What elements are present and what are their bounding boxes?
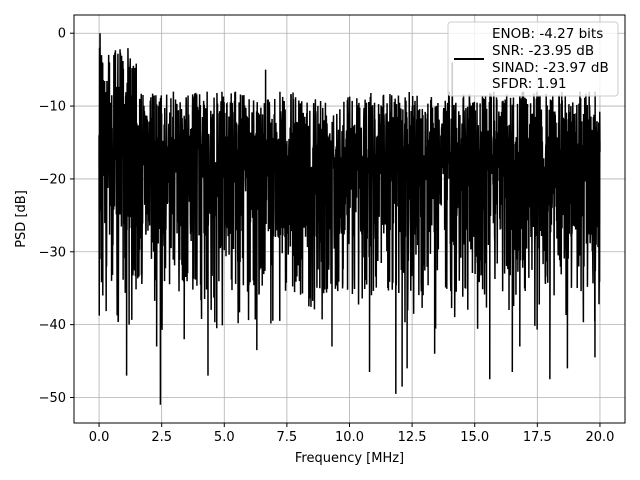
legend: ENOB: -4.27 bits SNR: -23.95 dB SINAD: -…	[447, 21, 619, 97]
legend-line-sfdr: SFDR: 1.91	[492, 76, 567, 92]
legend-line-sinad: SINAD: -23.97 dB	[492, 60, 609, 76]
x-tick-label: 15.0	[460, 430, 489, 445]
y-tick-label: 0	[58, 27, 66, 42]
y-tick-label: −20	[39, 172, 66, 187]
x-tick-label: 7.5	[277, 430, 298, 445]
x-tick-label: 10.0	[335, 430, 364, 445]
legend-box	[447, 21, 619, 97]
y-tick-label: −30	[39, 245, 66, 260]
x-tick-label: 5.0	[214, 430, 235, 445]
y-tick-label: −40	[39, 318, 66, 333]
x-tick-label: 20.0	[585, 430, 614, 445]
y-tick-label: −50	[39, 391, 66, 406]
legend-line-enob: ENOB: -4.27 bits	[492, 26, 603, 42]
x-axis-label: Frequency [MHz]	[295, 451, 404, 466]
series-line-psd	[98, 33, 601, 405]
legend-line-snr: SNR: -23.95 dB	[492, 43, 594, 59]
x-tick-label: 0.0	[89, 430, 110, 445]
y-tick-label: −10	[39, 100, 66, 115]
series-group	[98, 33, 601, 405]
y-axis-label: PSD [dB]	[14, 190, 29, 248]
x-axis-ticks: 0.0 2.5 5.0 7.5 10.0 12.5 15.0 17.5 20.0	[89, 423, 614, 445]
y-axis-ticks: 0 −10 −20 −30 −40 −50	[39, 27, 74, 406]
x-tick-label: 17.5	[523, 430, 552, 445]
x-tick-label: 12.5	[398, 430, 427, 445]
x-tick-label: 2.5	[151, 430, 172, 445]
